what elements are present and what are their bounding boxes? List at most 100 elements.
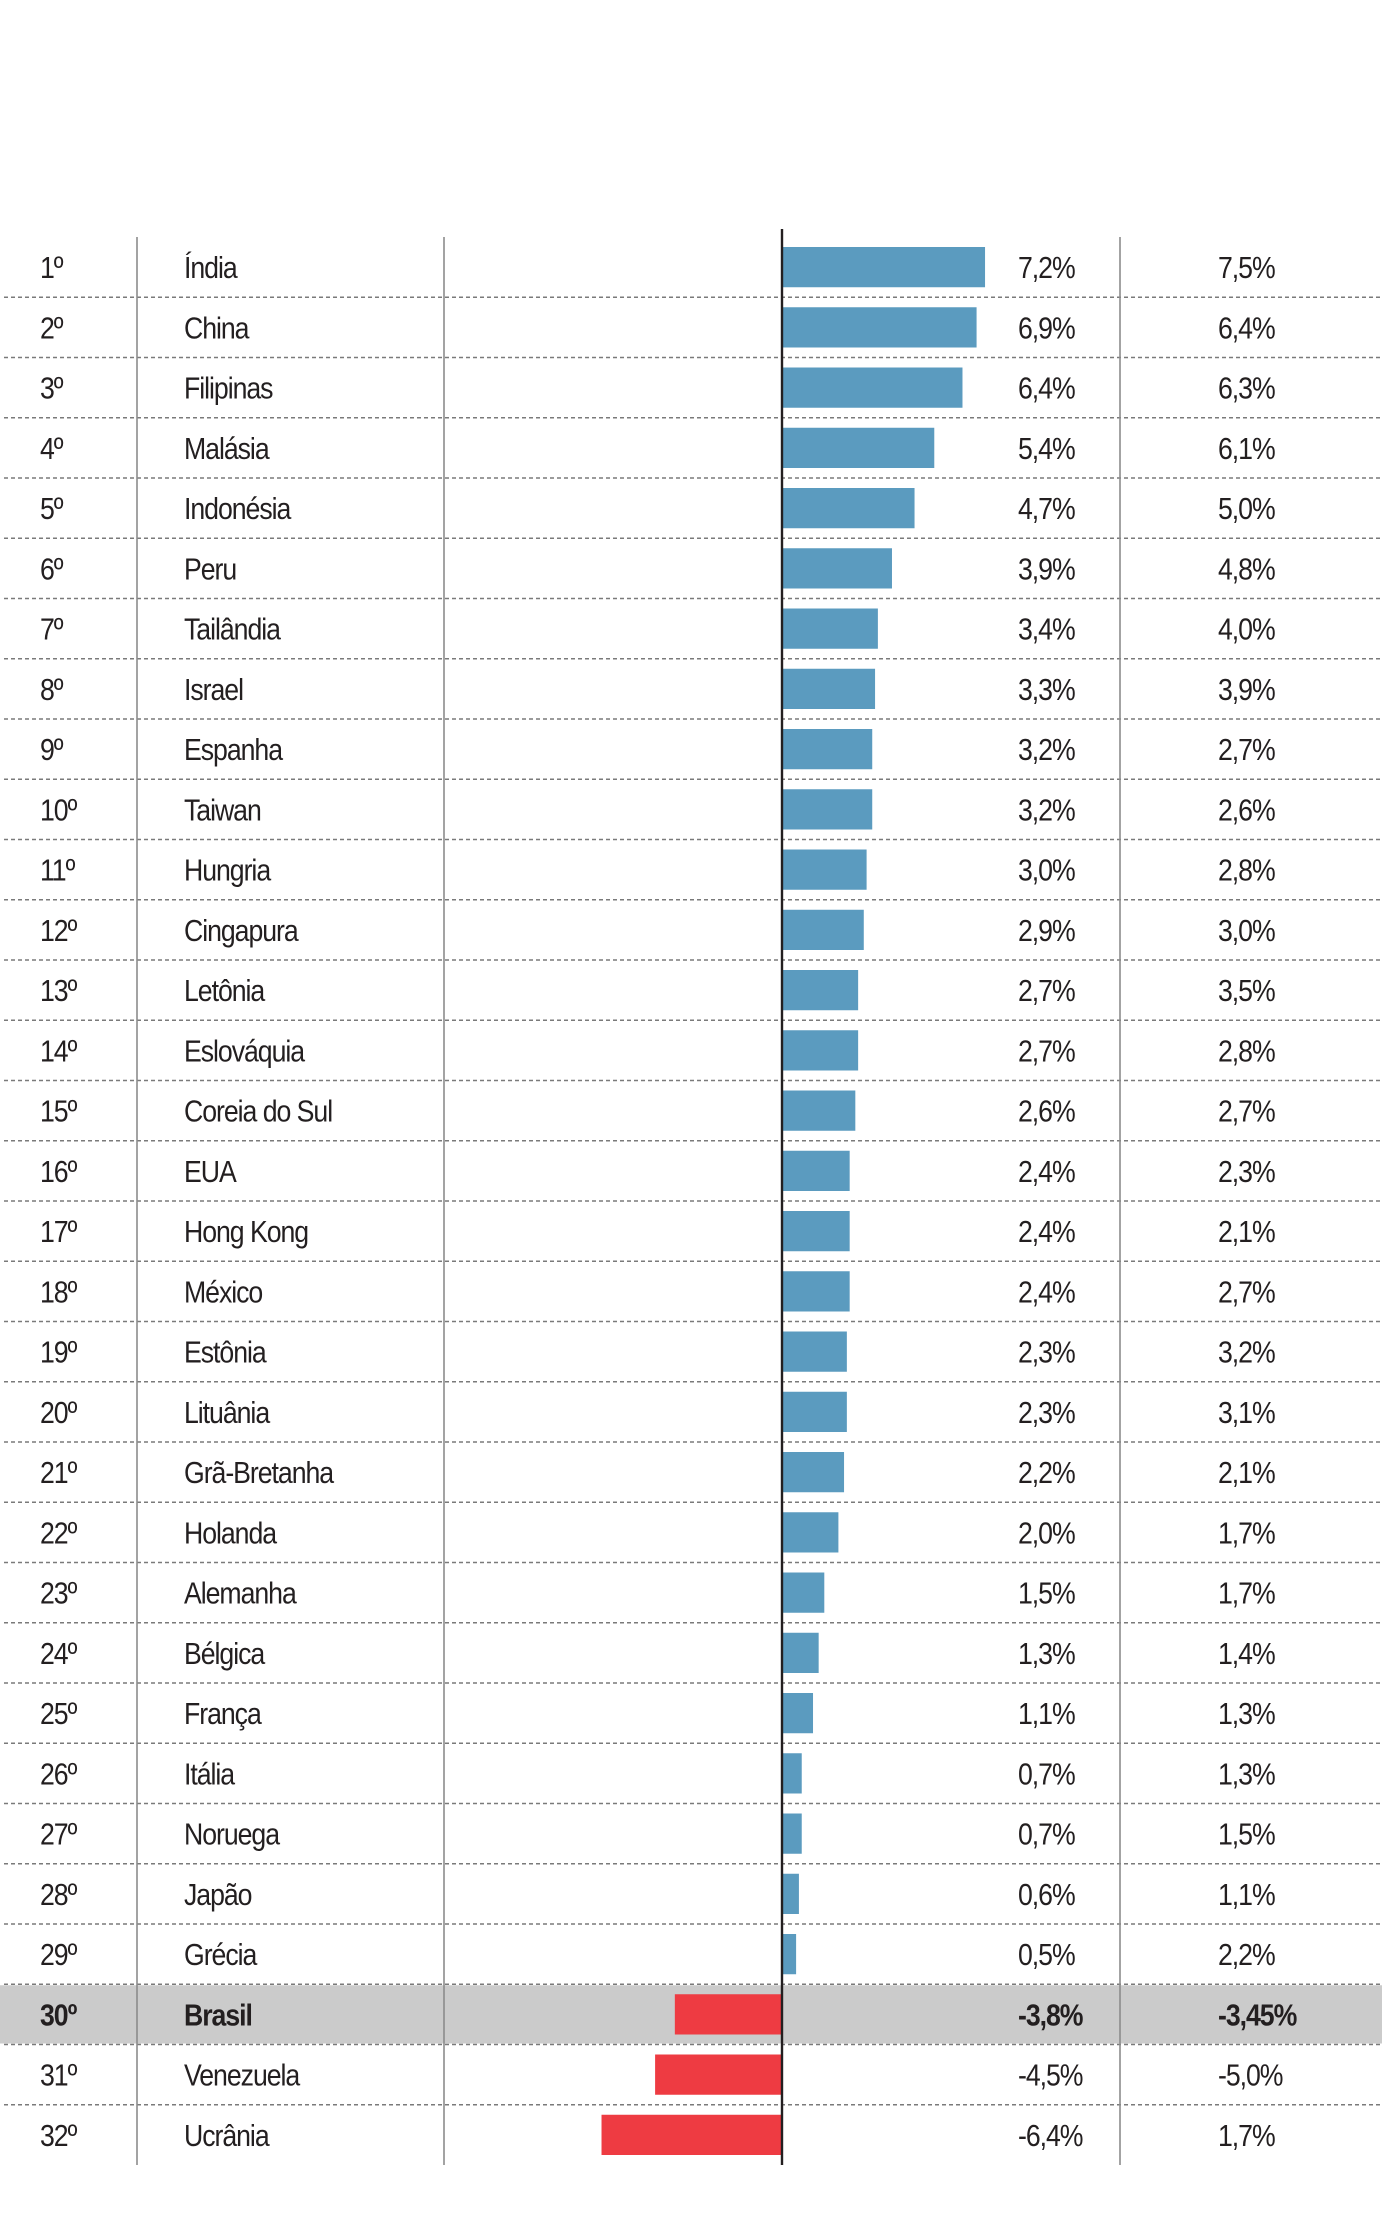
value-label: 1,5% [1018, 1577, 1075, 1611]
country-label: Eslováquia [184, 1035, 306, 1069]
value-label: 6,9% [1018, 312, 1075, 346]
rank-label: 20º [40, 1396, 78, 1430]
country-label: Alemanha [184, 1577, 298, 1611]
country-label: Malásia [184, 432, 271, 466]
value2-label: 3,5% [1218, 974, 1275, 1008]
value-label: -4,5% [1018, 2059, 1083, 2093]
rank-label: 12º [40, 914, 78, 948]
row-labels: 1º Índia 7,2% 7,5% 2º China 6,9% 6,4% 3º Filipina… [40, 250, 1298, 2153]
table-row: 22º Holanda 2,0% 1,7% [40, 1517, 1276, 1551]
value-label: 2,9% [1018, 914, 1075, 948]
table-row: 7º Tailândia 3,4% 4,0% [40, 613, 1276, 647]
value2-label: 6,4% [1218, 312, 1275, 346]
bar-grã-bretanha [782, 1452, 845, 1493]
country-label: Cingapura [184, 914, 300, 948]
value2-label: 1,1% [1218, 1878, 1275, 1912]
rank-label: 22º [40, 1517, 78, 1551]
value-label: 0,5% [1018, 1938, 1075, 1972]
table-row: 28º Japão 0,6% 1,1% [40, 1878, 1276, 1912]
country-label: Espanha [184, 733, 284, 767]
value-label: 2,4% [1018, 1155, 1075, 1189]
rank-label: 1º [40, 251, 64, 285]
bar-méxico [782, 1271, 850, 1312]
value2-label: 1,7% [1218, 1517, 1275, 1551]
value-label: 3,3% [1018, 673, 1075, 707]
bar-tailândia [782, 608, 878, 649]
value2-label: 1,5% [1218, 1818, 1275, 1852]
table-row: 27º Noruega 0,7% 1,5% [40, 1818, 1276, 1852]
bar-ucrânia [601, 2114, 782, 2155]
bar-lituânia [782, 1391, 847, 1432]
rank-label: 9º [40, 733, 64, 767]
bar-frança [782, 1693, 814, 1734]
country-label: Tailândia [184, 613, 282, 647]
table-row: 2º China 6,9% 6,4% [40, 312, 1276, 346]
table-row: 13º Letônia 2,7% 3,5% [40, 974, 1276, 1008]
bar-venezuela [655, 2054, 782, 2095]
bar-cingapura [782, 909, 864, 950]
value-label: 3,0% [1018, 854, 1075, 888]
table-row: 32º Ucrânia -6,4% 1,7% [40, 2119, 1276, 2153]
rank-label: 17º [40, 1215, 78, 1249]
table-row: 17º Hong Kong 2,4% 2,1% [40, 1215, 1276, 1249]
value-label: 4,7% [1018, 492, 1075, 526]
value2-label: 2,3% [1218, 1155, 1275, 1189]
value-label: 3,4% [1018, 613, 1075, 647]
bar-malásia [782, 427, 935, 468]
value2-label: 3,9% [1218, 673, 1275, 707]
bar-holanda [782, 1512, 839, 1553]
country-label: Noruega [184, 1818, 281, 1852]
value-label: 2,0% [1018, 1517, 1075, 1551]
bar-brasil [674, 1994, 782, 2035]
value2-label: 6,1% [1218, 432, 1275, 466]
value2-label: 1,7% [1218, 2119, 1275, 2153]
table-row: 10º Taiwan 3,2% 2,6% [40, 794, 1276, 828]
rank-label: 6º [40, 553, 64, 587]
table-row: 25º França 1,1% 1,3% [40, 1697, 1276, 1731]
rank-label: 3º [40, 372, 64, 406]
country-label: México [184, 1276, 262, 1310]
rank-label: 27º [40, 1818, 78, 1852]
country-label: Lituânia [184, 1396, 271, 1430]
bar-eua [782, 1150, 850, 1191]
value-label: 2,7% [1018, 974, 1075, 1008]
rank-label: 7º [40, 613, 64, 647]
value-label: -3,8% [1018, 1999, 1083, 2033]
value-label: 3,2% [1018, 733, 1075, 767]
country-label: Ucrânia [184, 2119, 271, 2153]
country-label: Israel [184, 673, 243, 707]
value-label: 7,2% [1018, 251, 1075, 285]
country-label: Estônia [184, 1336, 268, 1370]
bar-noruega [782, 1813, 802, 1854]
country-label: Peru [184, 553, 236, 587]
value2-label: 7,5% [1218, 251, 1275, 285]
value2-label: 2,8% [1218, 854, 1275, 888]
country-label: Holanda [184, 1517, 278, 1551]
value2-label: 3,0% [1218, 914, 1275, 948]
value-label: 2,6% [1018, 1095, 1075, 1129]
value2-label: 4,0% [1218, 613, 1275, 647]
bar-coreia-do-sul [782, 1090, 856, 1131]
rank-label: 16º [40, 1155, 78, 1189]
rank-label: 24º [40, 1637, 78, 1671]
value-label: 2,3% [1018, 1336, 1075, 1370]
bar-grécia [782, 1934, 797, 1975]
value2-label: 4,8% [1218, 553, 1275, 587]
rank-label: 31º [40, 2059, 78, 2093]
country-label: Letônia [184, 974, 266, 1008]
table-row: 15º Coreia do Sul 2,6% 2,7% [40, 1095, 1276, 1129]
bar-china [782, 307, 977, 348]
bar-filipinas [782, 367, 963, 408]
table-row: 12º Cingapura 2,9% 3,0% [40, 914, 1276, 948]
rank-label: 30º [40, 1999, 78, 2033]
value2-label: 2,8% [1218, 1035, 1275, 1069]
value-label: 2,7% [1018, 1035, 1075, 1069]
value-label: 5,4% [1018, 432, 1075, 466]
table-row: 24º Bélgica 1,3% 1,4% [40, 1637, 1276, 1671]
value2-label: -5,0% [1218, 2059, 1283, 2093]
bar-itália [782, 1753, 802, 1794]
value2-label: 2,6% [1218, 794, 1275, 828]
value2-label: 2,7% [1218, 733, 1275, 767]
bar-estônia [782, 1331, 847, 1372]
